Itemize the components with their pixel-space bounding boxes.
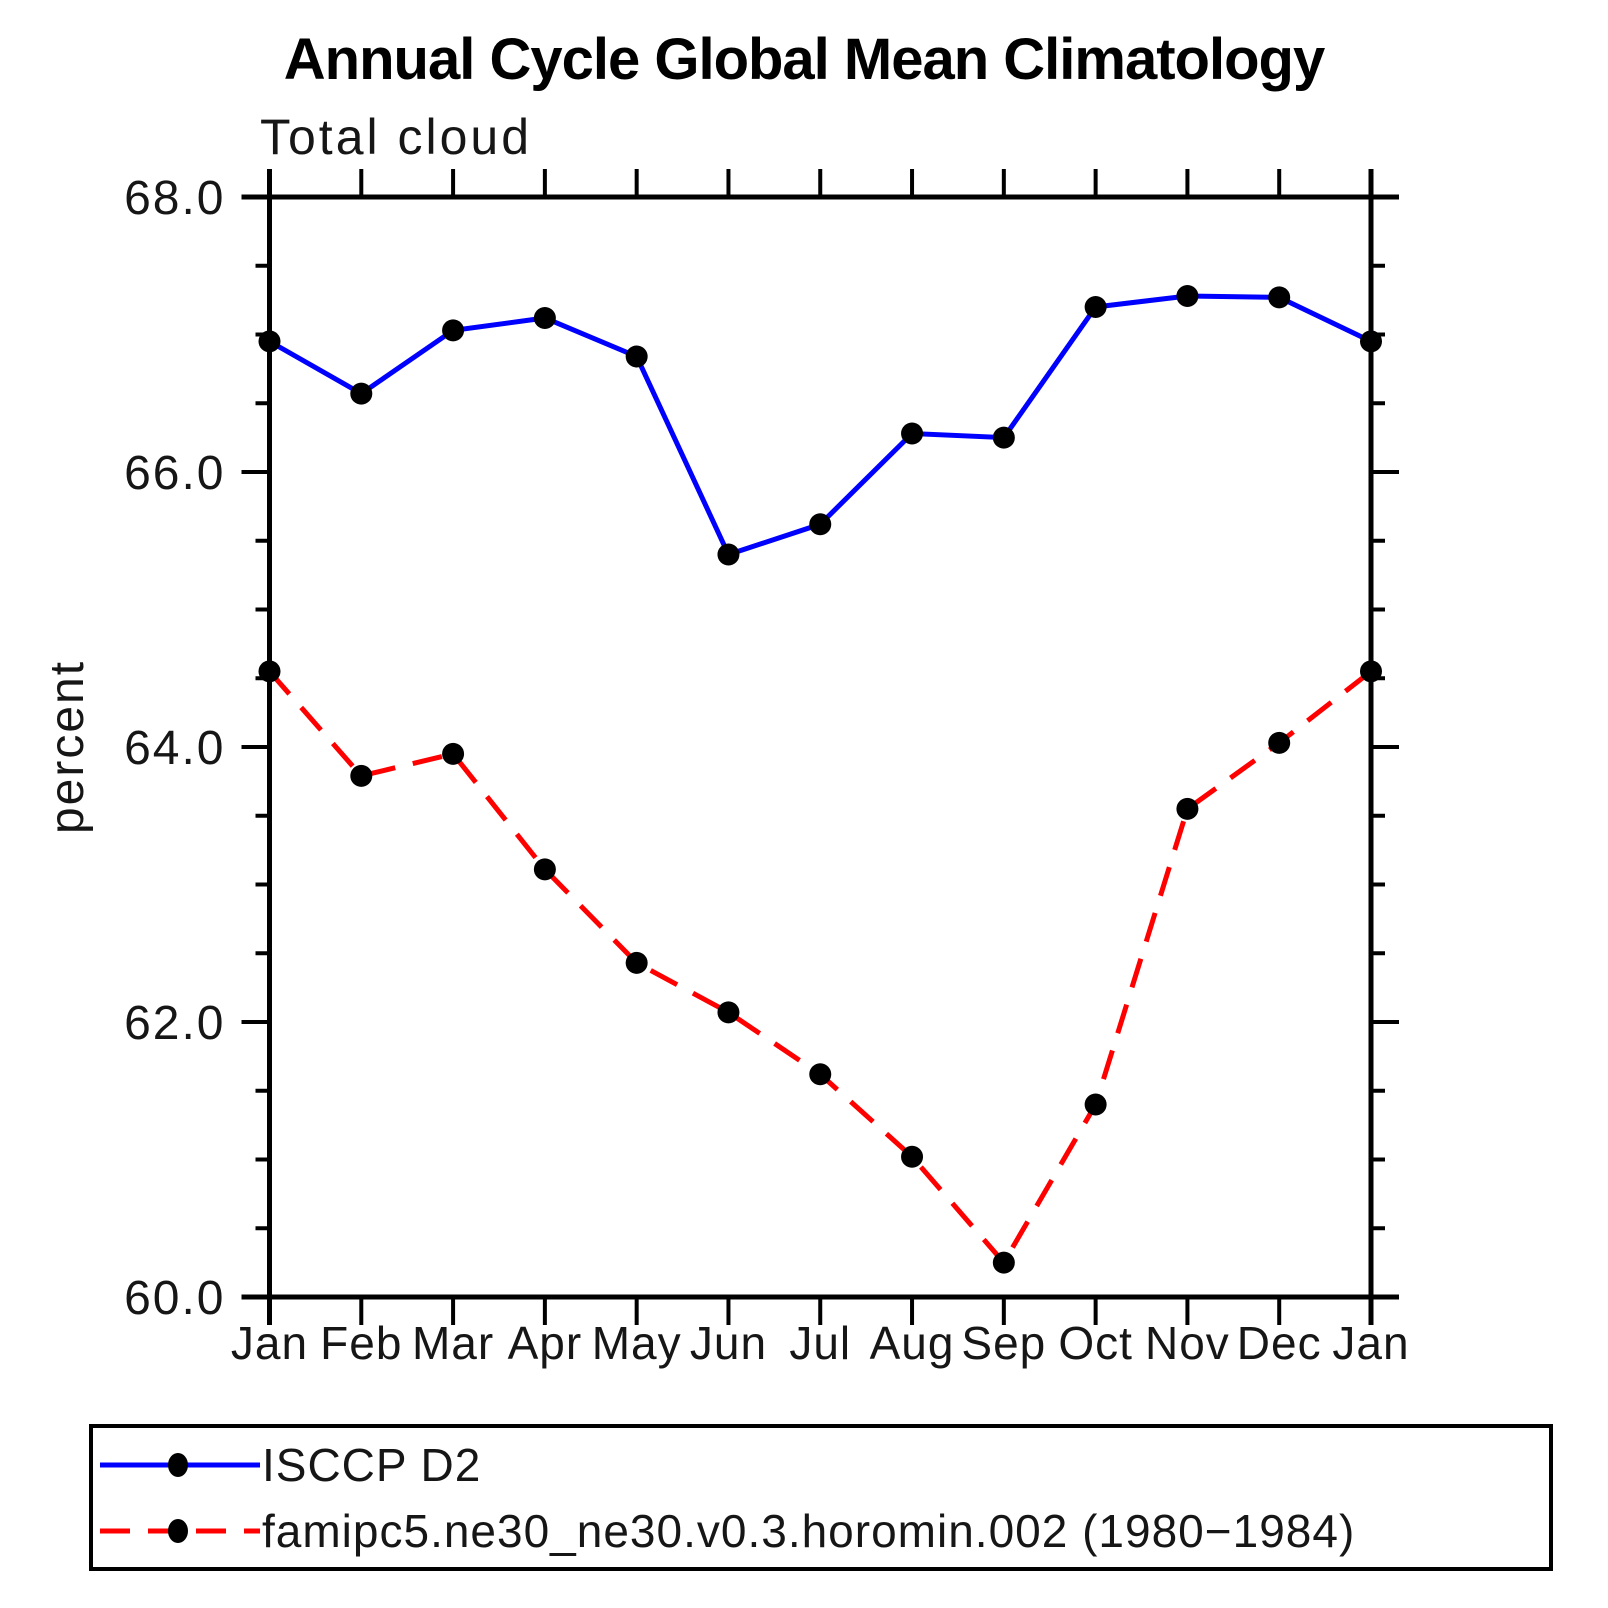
x-tick-label: Feb: [320, 1317, 402, 1369]
legend-entry-isccp: ISCCP D2: [100, 1438, 481, 1492]
data-point: [442, 319, 465, 342]
data-point: [1084, 1093, 1107, 1116]
data-point: [1268, 731, 1291, 754]
y-tick-label: 60.0: [124, 1272, 225, 1325]
data-point: [350, 764, 373, 787]
x-tick-label: Sep: [961, 1317, 1046, 1369]
data-point: [1268, 286, 1291, 309]
legend-entry-model: famipc5.ne30_ne30.v0.3.horomin.002 (1980…: [100, 1504, 1355, 1558]
data-point: [533, 307, 556, 329]
data-point: [350, 382, 373, 405]
data-point: [1084, 296, 1107, 318]
chart-subtitle: Total cloud: [260, 109, 533, 165]
data-point: [258, 660, 281, 683]
chart-title: Annual Cycle Global Mean Climatology: [283, 27, 1325, 92]
data-point: [1176, 797, 1199, 820]
data-point: [717, 1001, 740, 1024]
data-point: [258, 330, 281, 353]
legend-label: ISCCP D2: [262, 1439, 482, 1491]
x-tick-label: Oct: [1058, 1317, 1133, 1369]
x-tick-label: Jul: [789, 1317, 851, 1369]
x-tick-label: Jan: [231, 1317, 308, 1369]
data-point: [533, 858, 556, 881]
x-tick-label: Jan: [1332, 1317, 1409, 1369]
data-point: [992, 426, 1015, 449]
data-point: [1360, 330, 1382, 353]
x-tick-label: Jun: [690, 1317, 767, 1369]
series-line-1: [267, 669, 1373, 1267]
y-tick-label: 62.0: [124, 997, 225, 1050]
marker-sample: [168, 1519, 188, 1543]
data-point: [992, 1251, 1015, 1274]
data-point: [901, 422, 924, 445]
data-point: [442, 742, 465, 765]
legend-swatch-solid-line: [100, 1453, 260, 1477]
x-tick-label: Nov: [1145, 1317, 1230, 1369]
x-tick-label: Mar: [412, 1317, 494, 1369]
data-point: [717, 543, 740, 566]
data-point: [809, 513, 832, 536]
x-tick-label: Apr: [508, 1317, 583, 1369]
y-tick-label: 68.0: [124, 172, 225, 225]
x-tick-label: Aug: [870, 1317, 955, 1369]
data-point: [1360, 660, 1382, 683]
legend-box: ISCCP D2 famipc5.ne30_ne30.v0.3.horomin.…: [89, 1424, 1553, 1571]
data-point: [625, 951, 648, 974]
x-tick-label: May: [592, 1317, 682, 1369]
legend-swatch-dashed-line: [100, 1519, 260, 1543]
data-point: [625, 345, 648, 368]
y-tick-label: 64.0: [124, 722, 225, 775]
x-tick-label: Dec: [1237, 1317, 1322, 1369]
y-axis-title: percent: [41, 660, 94, 834]
data-point: [809, 1063, 832, 1086]
y-tick-label: 66.0: [124, 447, 225, 500]
legend-label: famipc5.ne30_ne30.v0.3.horomin.002 (1980…: [262, 1505, 1356, 1557]
marker-sample: [168, 1453, 188, 1477]
data-point: [901, 1145, 924, 1168]
data-point: [1176, 285, 1199, 307]
